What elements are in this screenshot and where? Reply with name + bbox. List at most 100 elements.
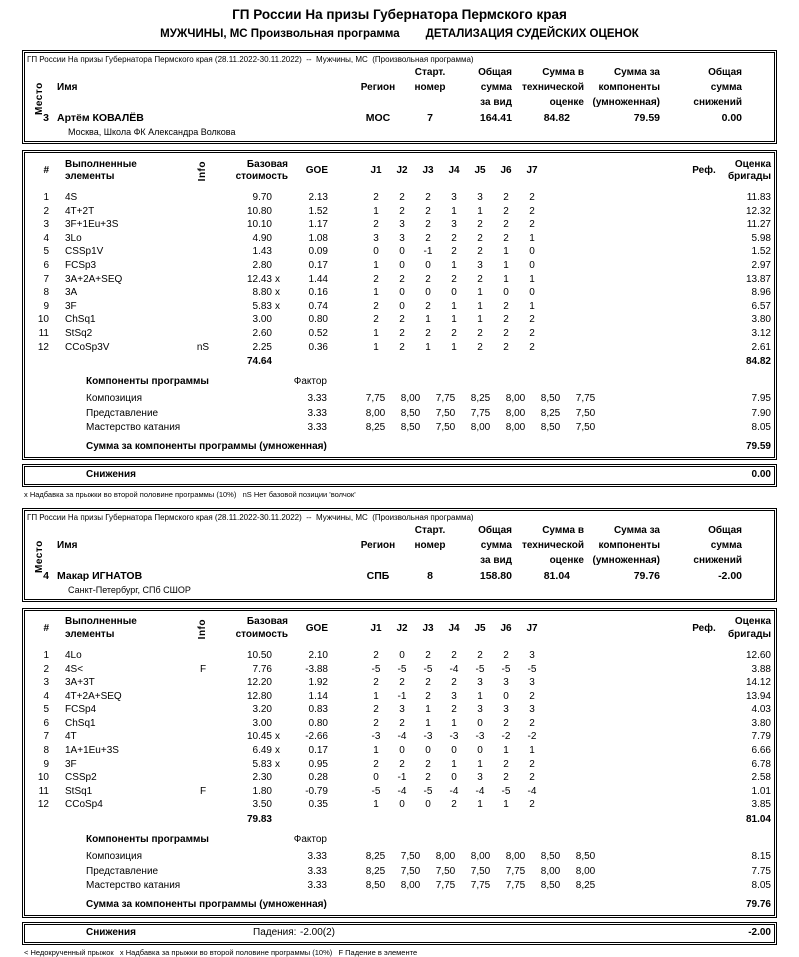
element-goe: 0.83 [308,704,328,716]
component-factor: 3.33 [307,407,327,419]
judge-score: 2 [529,717,535,729]
element-name: 4T [65,731,77,743]
place-value: 3 [43,112,49,124]
judge-component-score: 8,50 [540,851,561,863]
judge-score: 0 [399,287,405,299]
referee-score [684,273,724,287]
components-sum-label: Сумма за компоненты программы (умноженна… [86,898,327,910]
bonus-marker [272,717,288,731]
judge-component-score: 8,00 [505,851,526,863]
judge-score: 1 [451,205,457,217]
segment-title: МУЖЧИНЫ, МС Произвольная программа [160,28,400,40]
bonus-marker: x [275,287,280,299]
skater-club: Москва, Школа ФК Александра Волкова [68,127,236,137]
referee-score [684,744,724,758]
deductions-value: 0.00 [721,112,742,124]
elements-header: Выполненные элементы [65,158,137,183]
element-row: 3 3F+1Eu+3S 10.10 1.17 2 3 2 3 2 2 2 [25,218,774,232]
judge-header: J7 [526,622,538,634]
technical-score-value: 81.04 [543,569,570,582]
judge-score: 2 [529,690,535,702]
deductions-label: Снижения [86,926,136,938]
judge-score: 1 [373,799,379,811]
judge-score: 2 [529,341,535,353]
skater-result-row: 4 Макар ИГНАТОВ СПБ 8 158.80 81.04 79.76… [25,570,774,583]
panel-score: 12.32 [745,205,771,217]
panel-score: 6.78 [751,758,771,770]
segment-score-value: 164.41 [479,112,512,124]
judge-component-score: 8,25 [365,865,386,877]
element-goe: 0.74 [308,300,328,312]
element-row: 2 4T+2T 10.80 1.52 1 2 2 1 1 2 2 [25,205,774,219]
referee-score [684,771,724,785]
judge-score: 2 [477,341,483,353]
event-line: ГП России На призы Губернатора Пермского… [27,55,474,64]
element-goe: 0.16 [308,287,328,299]
judge-score: 2 [373,717,379,729]
element-base-value: 10.45 [246,731,272,743]
panel-score: 8.96 [751,287,771,299]
bonus-marker [272,313,288,327]
judge-score: 2 [503,327,509,339]
judge-component-score: 8,25 [470,393,491,405]
element-info: F [199,663,207,675]
name-column-header: Имя [57,539,78,551]
panel-score: 4.03 [751,704,771,716]
element-info [185,730,221,744]
bonus-marker [272,703,288,717]
elements-column-headers: # Выполненные элементы Info Базовая стоимо… [25,156,774,186]
judge-component-score: 7,75 [470,880,491,892]
component-panel-score: 7.75 [751,865,771,877]
deduction-detail-label: Падения: [253,926,297,938]
judge-score: 2 [477,649,483,661]
component-row: Представление 3.33 8,25 7,50 7,50 7,50 7… [25,865,774,880]
judge-score: 3 [529,649,535,661]
judge-score: 1 [503,273,509,285]
row-number-header: # [43,164,49,176]
referee-score [684,259,724,273]
judge-score: -4 [449,785,459,797]
element-number: 7 [43,731,49,743]
component-row: Композиция 3.33 8,25 7,50 8,00 8,00 8,00… [25,850,774,865]
referee-score [684,313,724,327]
component-name: Композиция [86,393,143,405]
base-value-header: Базовая стоимость [235,158,288,183]
element-info [185,649,221,663]
judge-score: 1 [477,758,483,770]
judge-score: 0 [425,799,431,811]
judge-score: -2 [501,731,511,743]
judge-score: 3 [399,704,405,716]
element-row: 6 FCSp3 2.80 0.17 1 0 0 1 3 1 0 [25,259,774,273]
element-number: 11 [38,785,49,797]
element-number: 9 [43,758,49,770]
place-column-header: Место [34,82,45,115]
element-info [185,245,221,259]
element-base-value: 4.90 [252,232,272,244]
element-goe: -2.66 [305,731,328,743]
judge-score: 2 [477,246,483,258]
judge-score: 0 [529,287,535,299]
components-header-row: Компоненты программы Фактор [25,833,774,846]
judge-component-score: 7,50 [435,407,456,419]
judge-score: 1 [529,273,535,285]
element-name: StSq1 [65,785,93,797]
judge-score: 2 [503,649,509,661]
element-goe: -0.79 [305,785,328,797]
panel-score: 7.79 [751,731,771,743]
base-value-total: 79.83 [246,814,272,826]
judge-header: J6 [500,622,512,634]
region-value: СПБ [366,569,390,582]
panel-score: 3.85 [751,799,771,811]
element-row: 12 CCoSp3V nS 2.25 0.36 1 2 1 1 2 2 2 [25,341,774,355]
element-row: 3 3A+3T 12.20 1.92 2 2 2 2 3 3 3 [25,676,774,690]
referee-score [684,286,724,300]
judge-score: 2 [477,232,483,244]
judge-score: 2 [503,232,509,244]
element-name: CSSp1V [65,246,104,258]
judge-score: 0 [529,246,535,258]
components-sum-row: Сумма за компоненты программы (умноженна… [25,897,774,912]
element-name: FCSp3 [65,259,97,271]
judge-score: 1 [529,745,535,757]
element-goe: 2.10 [308,649,328,661]
